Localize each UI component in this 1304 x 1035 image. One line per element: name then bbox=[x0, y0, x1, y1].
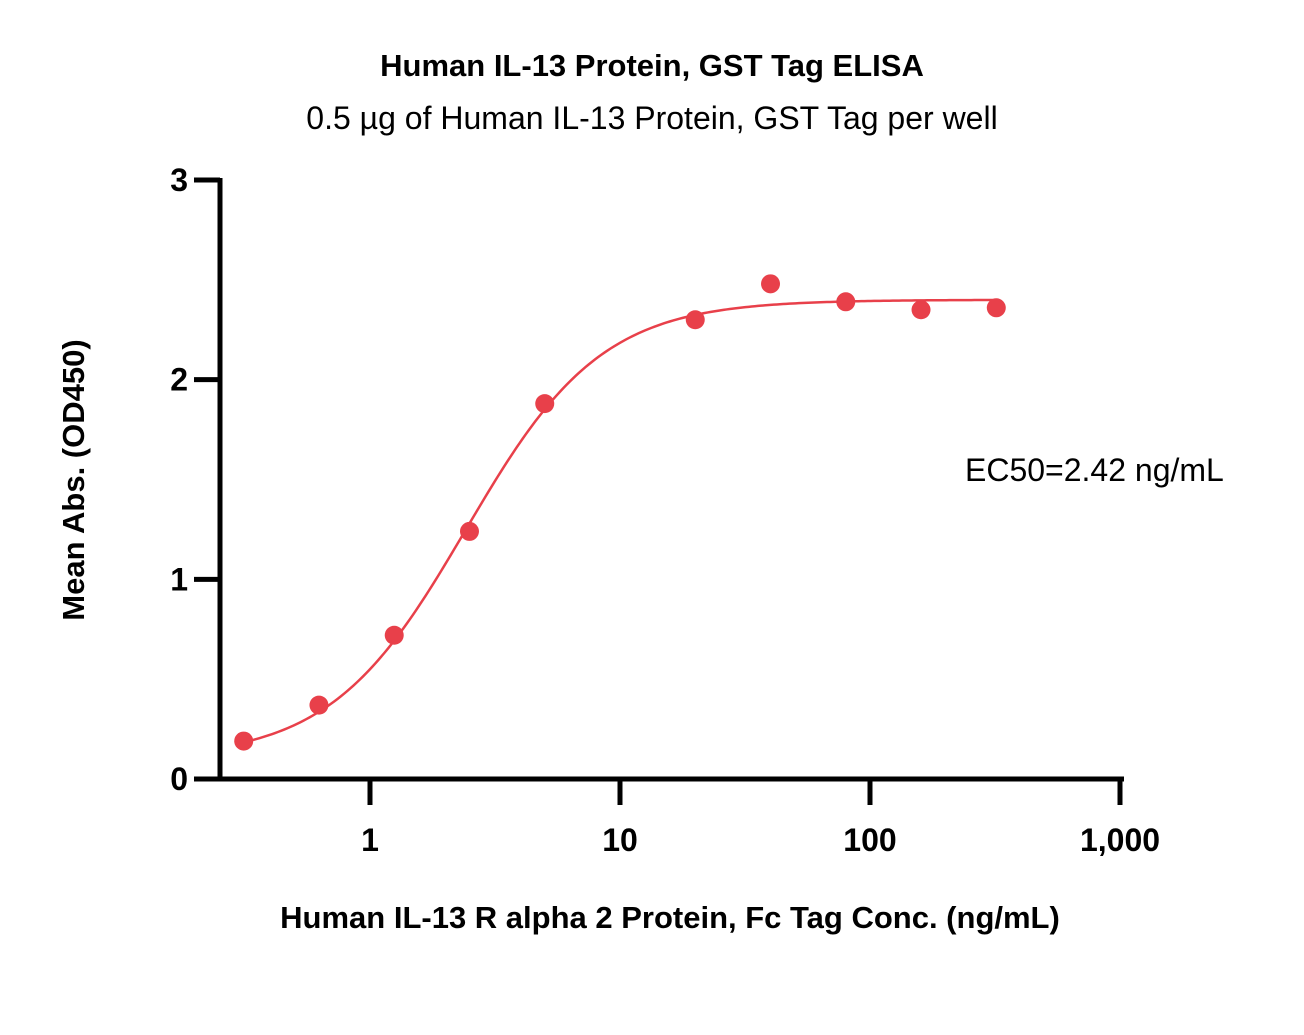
chart-subtitle: 0.5 µg of Human IL-13 Protein, GST Tag p… bbox=[306, 100, 998, 136]
y-tick-label: 1 bbox=[170, 561, 188, 597]
y-tick-label: 2 bbox=[170, 362, 188, 398]
y-tick-label: 3 bbox=[170, 162, 188, 198]
data-point bbox=[911, 300, 931, 320]
data-point bbox=[535, 394, 555, 414]
data-point bbox=[384, 625, 404, 645]
data-point bbox=[234, 731, 254, 751]
axes: 0 1 2 3 1 10 100 1,000 bbox=[170, 162, 1160, 858]
data-point bbox=[309, 695, 329, 715]
x-axis-label: Human IL-13 R alpha 2 Protein, Fc Tag Co… bbox=[280, 900, 1060, 935]
chart-title: Human IL-13 Protein, GST Tag ELISA bbox=[380, 48, 924, 83]
data-point bbox=[459, 521, 479, 541]
x-tick-label: 1 bbox=[361, 822, 379, 858]
points-layer bbox=[234, 274, 1006, 751]
x-tick-label: 100 bbox=[843, 822, 896, 858]
y-axis-label: Mean Abs. (OD450) bbox=[56, 339, 91, 620]
fit-curve bbox=[243, 298, 997, 744]
y-tick-label: 0 bbox=[170, 761, 188, 797]
x-tick-label: 1,000 bbox=[1080, 822, 1160, 858]
data-point bbox=[761, 274, 781, 294]
x-tick-label: 10 bbox=[602, 822, 638, 858]
data-point bbox=[986, 298, 1006, 318]
ec50-annotation: EC50=2.42 ng/mL bbox=[965, 452, 1224, 488]
data-point bbox=[836, 292, 856, 312]
data-point bbox=[685, 310, 705, 330]
fit-layer bbox=[243, 298, 997, 744]
